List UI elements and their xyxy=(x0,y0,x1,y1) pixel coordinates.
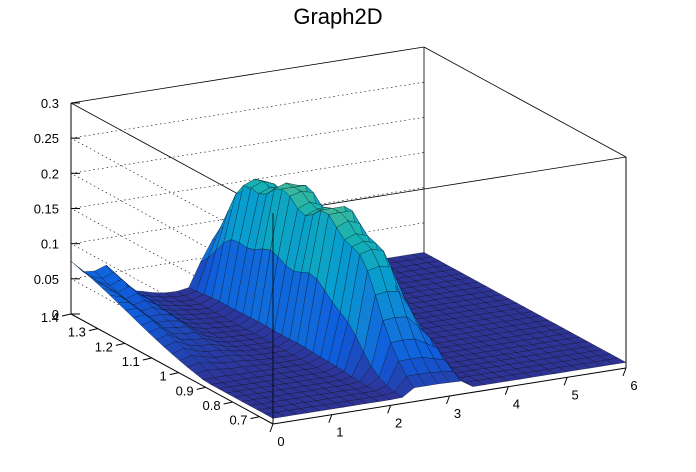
x-tick-label: 4 xyxy=(513,397,520,412)
y-tick xyxy=(88,328,99,332)
grid-line xyxy=(70,81,425,139)
x-tick-label: 2 xyxy=(395,415,402,430)
y-tick xyxy=(169,372,179,376)
y-tick xyxy=(115,342,125,346)
grid-line xyxy=(70,152,425,209)
surface-patch xyxy=(605,357,627,365)
x-tick-label: 3 xyxy=(454,406,461,421)
chart-title: Graph2D xyxy=(293,4,382,29)
z-tick-label: 0.3 xyxy=(41,96,59,111)
y-tick-label: 1 xyxy=(159,369,166,384)
z-tick-label: 0.1 xyxy=(41,237,59,252)
y-tick xyxy=(250,416,260,420)
box-edge xyxy=(423,46,627,158)
y-tick-label: 1.4 xyxy=(41,310,59,325)
y-axis xyxy=(70,313,274,425)
grid-line xyxy=(70,187,425,244)
z-tick-label: 0.25 xyxy=(34,131,59,146)
y-tick-label: 0.7 xyxy=(229,413,247,428)
x-tick-label: 5 xyxy=(572,387,579,402)
x-tick xyxy=(269,423,274,433)
x-tick xyxy=(387,405,392,414)
z-tick-label: 0 xyxy=(52,307,59,322)
y-tick xyxy=(196,386,206,390)
surface-mesh xyxy=(70,178,627,419)
y-tick-label: 1.1 xyxy=(122,354,140,369)
y-tick-label: 1.2 xyxy=(95,339,113,354)
x-tick xyxy=(563,377,568,386)
y-tick xyxy=(223,401,233,405)
x-tick-label: 1 xyxy=(336,425,343,440)
y-tick xyxy=(61,313,72,317)
x-tick xyxy=(622,367,627,377)
y-tick xyxy=(142,357,152,361)
box-edge xyxy=(272,156,627,214)
x-tick xyxy=(446,395,450,405)
axis-ticks: 01234560.70.80.911.11.21.31.400.050.10.1… xyxy=(34,96,638,449)
z-tick-label: 0.05 xyxy=(34,272,59,287)
box-edge xyxy=(70,46,425,104)
y-tick-label: 0.9 xyxy=(176,383,194,398)
x-tick xyxy=(328,414,333,423)
y-tick-label: 1.3 xyxy=(68,325,86,340)
grid-line xyxy=(70,117,425,174)
x-tick-label: 0 xyxy=(277,434,284,449)
z-tick-label: 0.2 xyxy=(41,166,59,181)
z-tick-label: 0.15 xyxy=(34,202,59,217)
y-tick-label: 0.8 xyxy=(203,398,221,413)
x-tick xyxy=(504,386,509,395)
x-tick-label: 6 xyxy=(630,378,637,393)
